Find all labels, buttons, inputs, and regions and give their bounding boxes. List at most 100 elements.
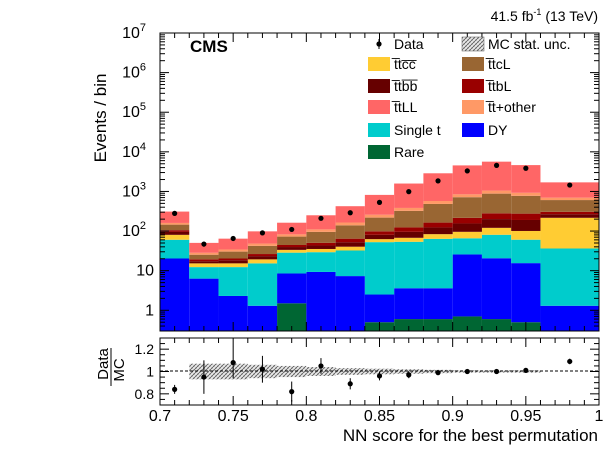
bar-2-7 (364, 242, 395, 295)
bar-6-2 (218, 251, 248, 259)
bar-8-0 (160, 211, 190, 223)
ratio-point-0 (172, 386, 178, 392)
y-tick-label-5: 105 (122, 101, 146, 121)
bar-5-7 (364, 231, 395, 235)
cms-label: CMS (190, 37, 228, 56)
legend-label-0-3: t̅tLL (391, 99, 418, 115)
bar-6-7 (364, 217, 395, 232)
svg-text:Data: Data (95, 348, 112, 380)
data-point-13 (567, 182, 573, 188)
legend-swatch-3-0 (368, 100, 390, 114)
bar-2-4 (277, 252, 307, 274)
bar-2-8 (394, 241, 424, 289)
bar-6-5 (306, 231, 336, 243)
bar-8-9 (423, 173, 453, 202)
bar-3-3 (247, 259, 278, 264)
legend-swatch-2-0 (368, 79, 390, 93)
bar-7-4 (277, 234, 307, 237)
bar-3-7 (364, 239, 395, 243)
ratio-y-tick-label-2: 1.2 (135, 341, 155, 357)
ratio-y-tick-label-0: 0.8 (135, 386, 155, 402)
bar-5-13 (540, 211, 599, 215)
data-point-4 (289, 226, 295, 233)
bar-6-6 (335, 225, 365, 239)
ratio-point-13 (567, 358, 573, 365)
data-points (172, 162, 573, 247)
bar-3-9 (423, 234, 453, 239)
bar-1-11 (481, 258, 512, 320)
bar-5-6 (335, 238, 365, 243)
bar-1-10 (452, 254, 482, 317)
data-point-3 (259, 230, 266, 236)
bar-5-1 (189, 259, 219, 262)
bar-8-1 (189, 242, 219, 253)
bar-5-8 (394, 227, 424, 232)
data-point-12 (523, 165, 529, 171)
bar-4-7 (364, 234, 395, 240)
svg-text:MC: MC (111, 358, 128, 381)
bar-5-5 (306, 242, 336, 246)
bar-0-10 (452, 316, 482, 331)
bar-3-11 (481, 227, 512, 235)
ratio-point-9 (435, 370, 441, 376)
bar-6-9 (423, 203, 453, 223)
bar-7-7 (364, 214, 395, 218)
bar-8-13 (540, 182, 599, 198)
y-axis-label: Events / bin (91, 74, 110, 163)
data-point-1 (201, 241, 207, 247)
bar-5-12 (511, 213, 541, 220)
bar-7-13 (540, 197, 599, 201)
bar-1-1 (189, 278, 219, 331)
bar-2-2 (218, 267, 248, 296)
bar-1-8 (394, 288, 424, 320)
bar-3-8 (394, 237, 424, 242)
legend-label-0-2: t̅tb̅b̅ (391, 78, 419, 94)
bar-5-10 (452, 217, 482, 224)
ratio-point-3 (259, 366, 266, 372)
bar-3-13 (540, 217, 599, 249)
data-point-8 (406, 189, 412, 195)
bar-3-12 (511, 230, 541, 240)
bar-7-1 (189, 252, 219, 255)
ratio-point-12 (523, 367, 529, 373)
bar-6-4 (277, 236, 307, 245)
bar-3-6 (335, 246, 365, 251)
bar-7-11 (481, 190, 512, 194)
bar-7-10 (452, 194, 482, 198)
ratio-point-7 (376, 373, 383, 379)
bar-3-1 (189, 263, 219, 268)
bar-4-1 (189, 261, 219, 264)
bar-4-12 (511, 219, 541, 231)
legend-mcstat-swatch (461, 36, 485, 52)
ratio-point-6 (347, 381, 353, 387)
ratio-point-8 (406, 372, 412, 378)
bar-1-7 (364, 294, 395, 323)
x-tick-label-2: 0.8 (295, 408, 317, 425)
legend-label-0-5: Rare (394, 144, 425, 160)
bar-5-9 (423, 222, 453, 228)
bar-3-4 (277, 249, 307, 253)
bar-2-11 (481, 234, 512, 259)
bar-2-3 (247, 263, 278, 306)
ratio-plot: 0.8 1 1.2 0.7 0.75 0.8 0.85 0.9 0.95 1 Data MC NN… (95, 337, 604, 445)
ratio-point-4 (289, 389, 295, 395)
lumi-label: 41.5 fb-1 (13 TeV) (491, 7, 598, 24)
legend-label-0-0: Data (394, 36, 424, 52)
ratio-point-1 (201, 374, 207, 380)
data-point-7 (376, 199, 383, 205)
bar-1-6 (335, 276, 365, 331)
y-tick-label-7: 107 (122, 22, 146, 42)
bar-4-3 (247, 256, 278, 260)
bar-8-5 (306, 215, 336, 230)
bar-3-0 (160, 234, 190, 240)
y-tick-label-6: 106 (122, 62, 146, 82)
bar-3-2 (218, 263, 248, 268)
ratio-point-10 (464, 368, 470, 375)
bar-2-10 (452, 238, 482, 255)
bar-7-9 (423, 201, 453, 204)
bar-2-5 (306, 252, 336, 272)
y-tick-label-0: 1 (145, 302, 154, 319)
bar-1-5 (306, 271, 336, 331)
ratio-point-11 (493, 368, 500, 375)
